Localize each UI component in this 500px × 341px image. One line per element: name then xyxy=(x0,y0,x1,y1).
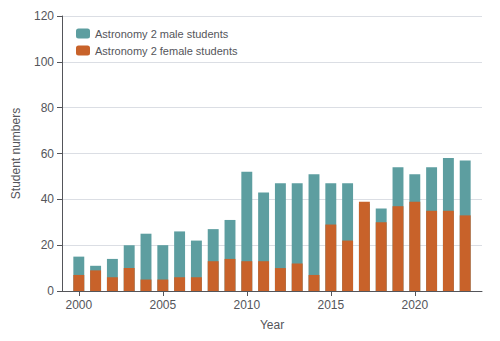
svg-text:0: 0 xyxy=(47,284,54,298)
svg-text:60: 60 xyxy=(41,147,55,161)
svg-text:80: 80 xyxy=(41,101,55,115)
svg-text:2010: 2010 xyxy=(233,298,260,312)
svg-text:40: 40 xyxy=(41,192,55,206)
svg-text:Astronomy 2 female students: Astronomy 2 female students xyxy=(95,45,238,57)
svg-text:Year: Year xyxy=(260,318,284,332)
svg-text:Student numbers: Student numbers xyxy=(9,108,23,199)
svg-text:Astronomy 2 male students: Astronomy 2 male students xyxy=(95,28,229,40)
svg-text:120: 120 xyxy=(34,9,54,23)
svg-text:2005: 2005 xyxy=(149,298,176,312)
svg-text:100: 100 xyxy=(34,55,54,69)
svg-text:2020: 2020 xyxy=(401,298,428,312)
svg-text:20: 20 xyxy=(41,238,55,252)
svg-text:2000: 2000 xyxy=(65,298,92,312)
svg-text:2015: 2015 xyxy=(317,298,344,312)
